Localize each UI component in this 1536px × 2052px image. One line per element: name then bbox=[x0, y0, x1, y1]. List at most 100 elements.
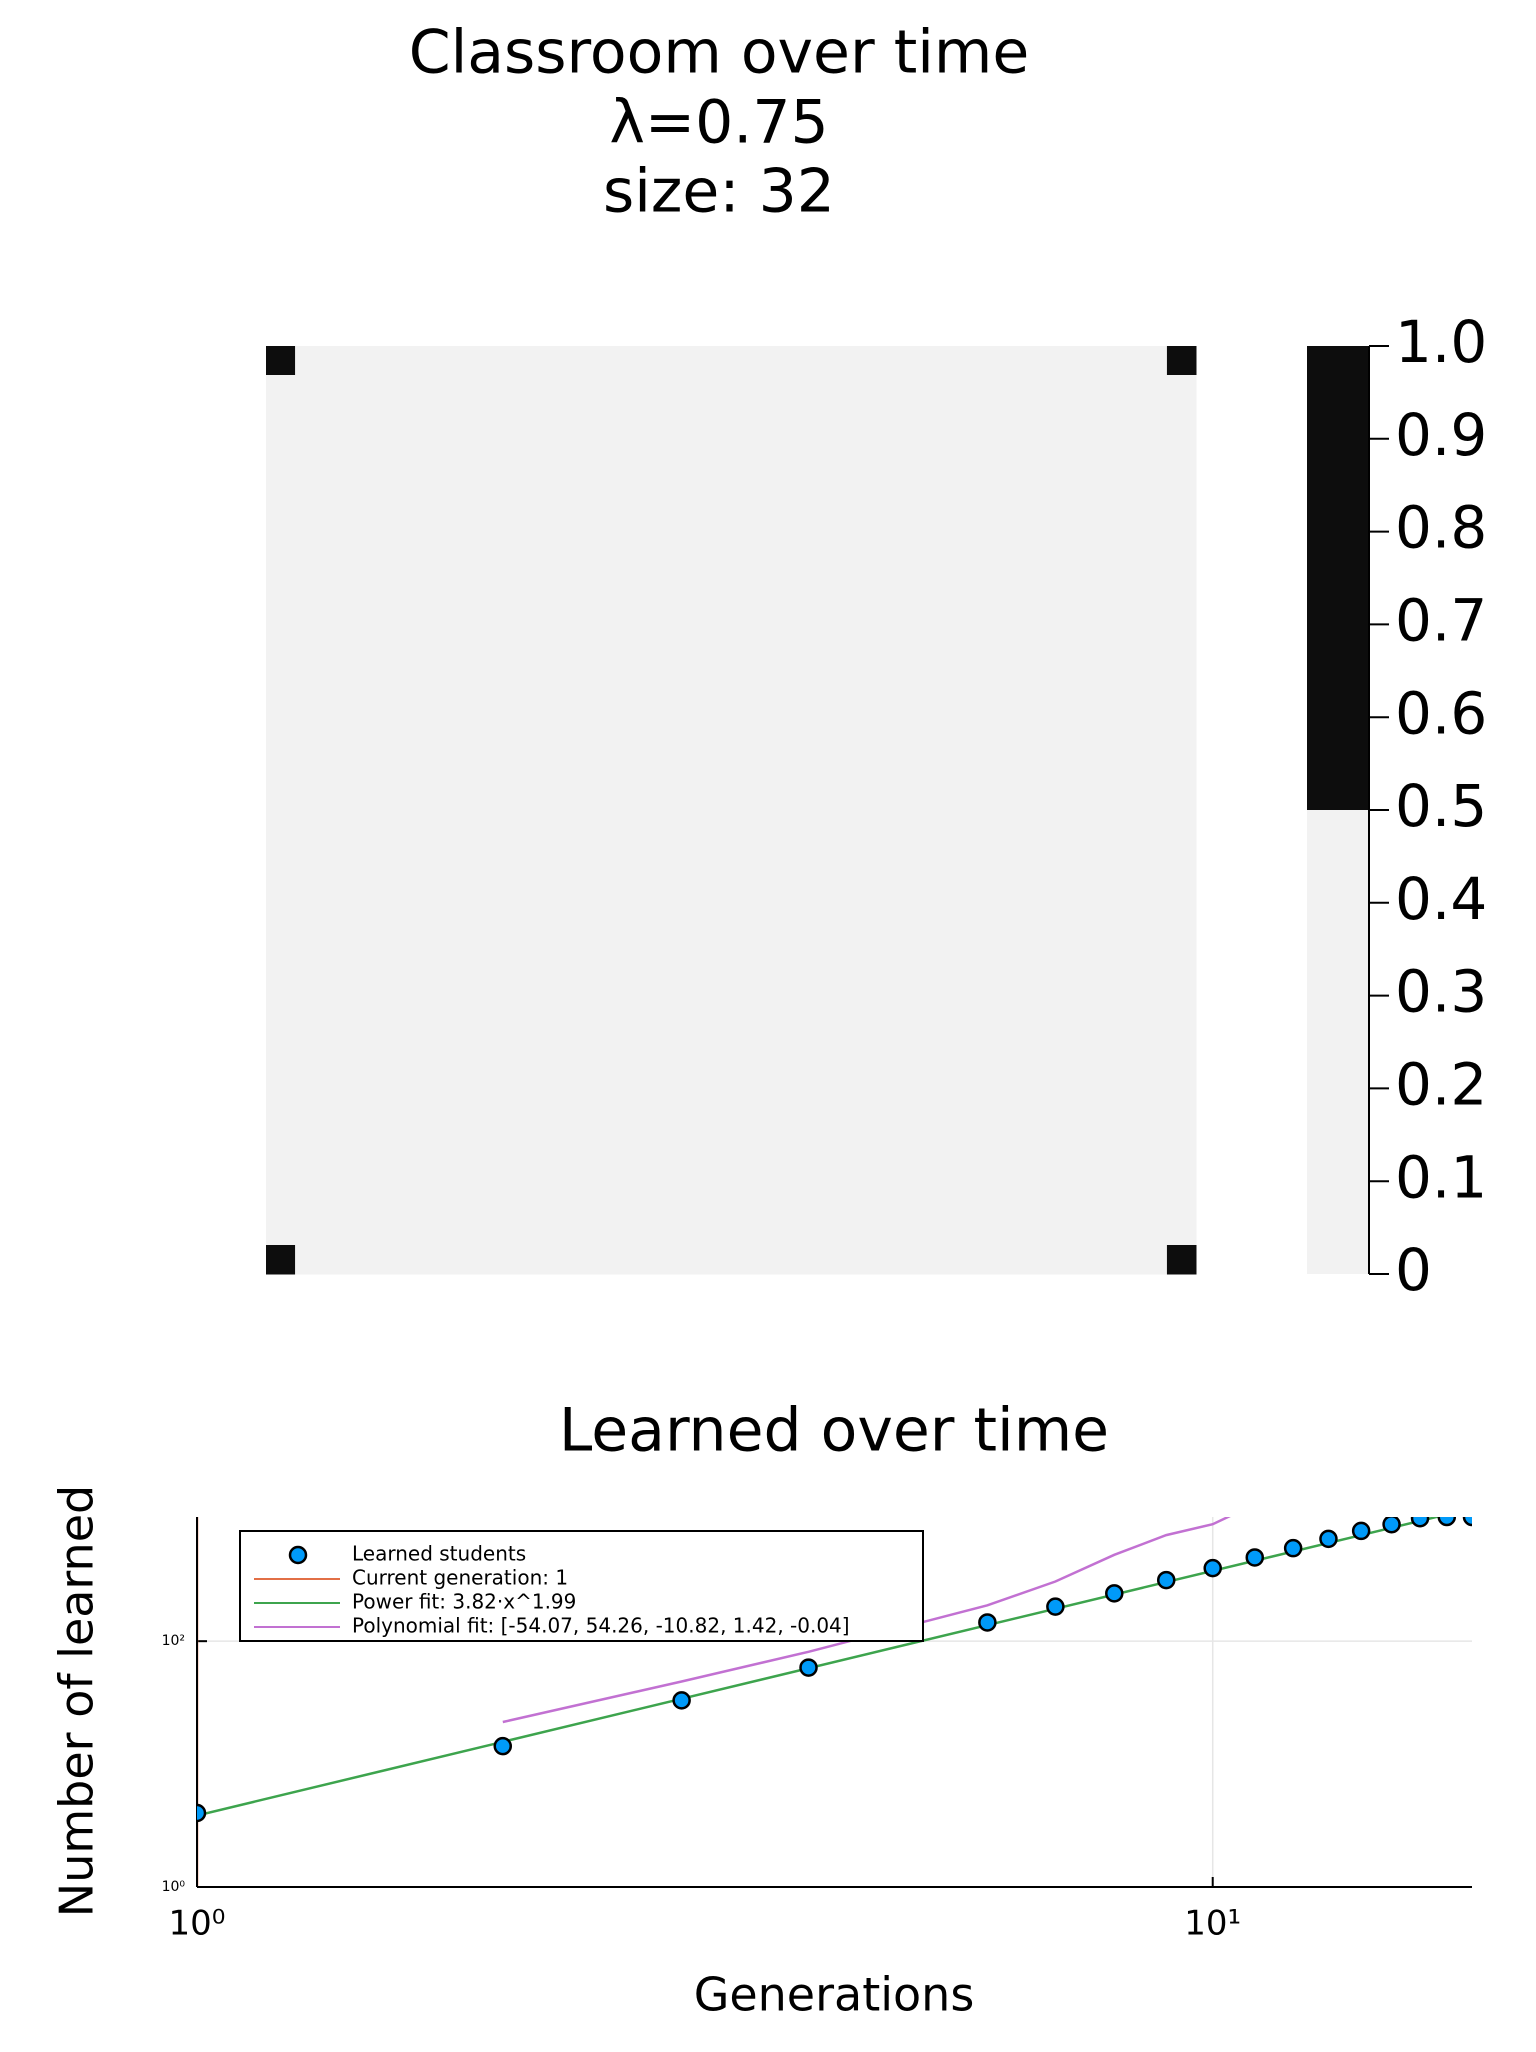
heatmap-cell bbox=[411, 1071, 441, 1101]
heatmap-cell bbox=[585, 491, 616, 521]
heatmap-cell bbox=[992, 1071, 1023, 1101]
heatmap-cell bbox=[324, 868, 354, 898]
heatmap-cell bbox=[731, 1071, 761, 1101]
colorbar-segment bbox=[1307, 810, 1369, 1274]
heatmap-cell bbox=[934, 549, 964, 579]
heatmap-cell bbox=[992, 404, 1023, 434]
heatmap-cell bbox=[672, 1042, 703, 1072]
heatmap-cell bbox=[847, 346, 877, 376]
heatmap-cell bbox=[1079, 607, 1110, 637]
heatmap-cell bbox=[266, 1216, 296, 1246]
heatmap-cell bbox=[353, 1071, 383, 1101]
heatmap-cell bbox=[1108, 926, 1139, 956]
heatmap-cell bbox=[789, 346, 819, 376]
heatmap-cell bbox=[701, 520, 732, 550]
heatmap-cell bbox=[1079, 1100, 1110, 1130]
heatmap-cell bbox=[324, 897, 354, 927]
heatmap-cell bbox=[876, 1100, 906, 1130]
heatmap-cell bbox=[440, 897, 470, 927]
data-point bbox=[1462, 1517, 1472, 1527]
heatmap-cell bbox=[440, 375, 470, 405]
heatmap-cell bbox=[556, 926, 587, 956]
heatmap-cell bbox=[905, 404, 935, 434]
heatmap-cell bbox=[324, 839, 354, 869]
heatmap-cell bbox=[789, 607, 819, 637]
heatmap-cell bbox=[643, 346, 674, 376]
colorbar-tick-label: 1.0 bbox=[1395, 308, 1487, 376]
heatmap-cell bbox=[876, 433, 906, 463]
heatmap-cell bbox=[1079, 636, 1110, 666]
heatmap-cell bbox=[963, 897, 994, 927]
heatmap-cell bbox=[324, 491, 354, 521]
heatmap-cell bbox=[934, 1042, 964, 1072]
heatmap-cell bbox=[1108, 1158, 1139, 1188]
heatmap-cell bbox=[1166, 462, 1197, 492]
heatmap-cell bbox=[1079, 1129, 1110, 1159]
heatmap-cell bbox=[731, 694, 761, 724]
heatmap-cell bbox=[876, 549, 906, 579]
heatmap-cell bbox=[527, 578, 558, 608]
heatmap-cell bbox=[353, 839, 383, 869]
data-point bbox=[1410, 1517, 1430, 1528]
heatmap-cell bbox=[847, 1245, 877, 1275]
heatmap-cell bbox=[1166, 1187, 1197, 1217]
heatmap-cell bbox=[382, 1042, 412, 1072]
heatmap-cell bbox=[992, 897, 1023, 927]
heatmap-cell bbox=[382, 578, 412, 608]
heatmap-cell bbox=[876, 491, 906, 521]
heatmap-cell bbox=[556, 752, 587, 782]
heatmap-cell bbox=[295, 636, 325, 666]
heatmap-cell bbox=[760, 868, 790, 898]
heatmap-cell bbox=[1166, 1071, 1197, 1101]
heatmap-cell bbox=[498, 810, 529, 840]
heatmap-cell bbox=[556, 1100, 587, 1130]
heatmap-cell bbox=[963, 1158, 994, 1188]
heatmap-cell bbox=[527, 1245, 558, 1275]
heatmap-cell bbox=[643, 926, 674, 956]
heatmap-cell bbox=[266, 1013, 296, 1043]
heatmap-cell bbox=[992, 984, 1023, 1014]
heatmap-cell bbox=[353, 549, 383, 579]
heatmap-cell bbox=[701, 839, 732, 869]
heatmap-cell bbox=[1079, 462, 1110, 492]
heatmap-cell bbox=[614, 1158, 645, 1188]
heatmap-cell bbox=[818, 1071, 848, 1101]
heatmap-cell bbox=[818, 549, 848, 579]
heatmap-cell bbox=[963, 1216, 994, 1246]
heatmap-cell bbox=[382, 1245, 412, 1275]
heatmap-cell bbox=[701, 1158, 732, 1188]
colorbar-tick-label: 0.1 bbox=[1395, 1143, 1487, 1211]
heatmap-cell bbox=[353, 926, 383, 956]
heatmap-cell bbox=[295, 1042, 325, 1072]
heatmap-cell bbox=[760, 1158, 790, 1188]
heatmap-cell bbox=[353, 1245, 383, 1275]
data-point bbox=[672, 1691, 691, 1710]
heatmap-cell bbox=[1021, 1245, 1052, 1275]
heatmap-cell bbox=[992, 1187, 1023, 1217]
heatmap-cell bbox=[556, 897, 587, 927]
heatmap-cell bbox=[469, 375, 499, 405]
heatmap-cell bbox=[440, 636, 470, 666]
heatmap-cell bbox=[643, 694, 674, 724]
heatmap-cell bbox=[469, 1245, 499, 1275]
heatmap-cell bbox=[992, 549, 1023, 579]
heatmap-cell bbox=[614, 375, 645, 405]
heatmap-cell bbox=[643, 1187, 674, 1217]
heatmap-cell bbox=[760, 404, 790, 434]
heatmap-cell bbox=[1050, 1187, 1081, 1217]
heatmap-cell bbox=[905, 1158, 935, 1188]
heatmap-cell bbox=[934, 723, 964, 753]
heatmap-cell bbox=[1050, 1129, 1081, 1159]
heatmap-cell bbox=[469, 694, 499, 724]
heatmap-cell bbox=[324, 694, 354, 724]
heatmap-cell bbox=[411, 752, 441, 782]
heatmap-cell bbox=[324, 607, 354, 637]
heatmap-cell bbox=[614, 955, 645, 985]
heatmap-cell bbox=[382, 491, 412, 521]
heatmap-cell bbox=[266, 868, 296, 898]
data-point bbox=[1203, 1558, 1222, 1578]
heatmap-cell bbox=[324, 1216, 354, 1246]
heatmap-cell bbox=[614, 491, 645, 521]
heatmap-cell bbox=[324, 549, 354, 579]
